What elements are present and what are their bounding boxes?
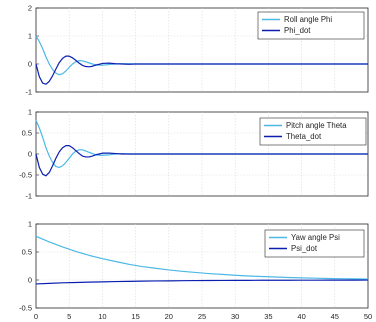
series-line-2 [35,279,369,285]
y-tick-label: 1 [28,220,32,229]
legend-box [264,229,365,258]
y-tick-label: -1 [25,192,32,201]
x-tick-label: 50 [364,312,372,321]
legend: Roll angle Phi Phi_dot [257,11,365,40]
y-tick-label: 0 [28,150,32,159]
y-tick-label: 2 [28,4,32,13]
legend-label-1: Yaw angle Psi [291,233,340,242]
legend: Pitch angle Theta Theta_dot [259,117,367,146]
y-tick-label: 0 [28,60,32,69]
y-tick-label: 0.5 [22,248,32,257]
legend-box [257,11,365,40]
legend-label-1: Roll angle Phi [284,15,332,24]
subplot-2: -1 -0.5 0 0.5 1 Pitch angle Theta Theta_dot [19,108,369,201]
y-tick-label: 1 [28,108,32,117]
x-tick-label: 20 [165,312,173,321]
x-tick-label: 10 [98,312,106,321]
x-tick-label: 25 [198,312,206,321]
y-tick-label: 0.5 [22,129,32,138]
series-line-1 [35,235,369,280]
x-tick-label: 40 [297,312,305,321]
legend-label-2: Psi_dot [291,244,318,253]
y-tick-label: -1 [25,88,32,97]
x-tick-label: 30 [231,312,239,321]
legend-box [259,117,367,146]
series-line-2 [35,145,368,177]
legend-label-1: Pitch angle Theta [286,121,347,130]
series-line-2 [35,55,368,85]
x-tick-label: 35 [264,312,272,321]
y-tick-label: 0 [28,276,32,285]
x-tick-label: 5 [67,312,71,321]
y-tick-label: 1 [28,32,32,41]
y-tick-label: -0.5 [19,304,32,313]
subplot-1: -1 0 1 2 Roll angle Phi Phi_dot [25,4,369,97]
x-tick-label: 15 [131,312,139,321]
legend-label-2: Theta_dot [286,132,322,141]
y-tick-label: -0.5 [19,171,32,180]
x-tick-label: 0 [34,312,38,321]
legend: Yaw angle Psi Psi_dot [264,229,365,258]
legend-label-2: Phi_dot [284,26,311,35]
x-tick-label: 45 [331,312,339,321]
